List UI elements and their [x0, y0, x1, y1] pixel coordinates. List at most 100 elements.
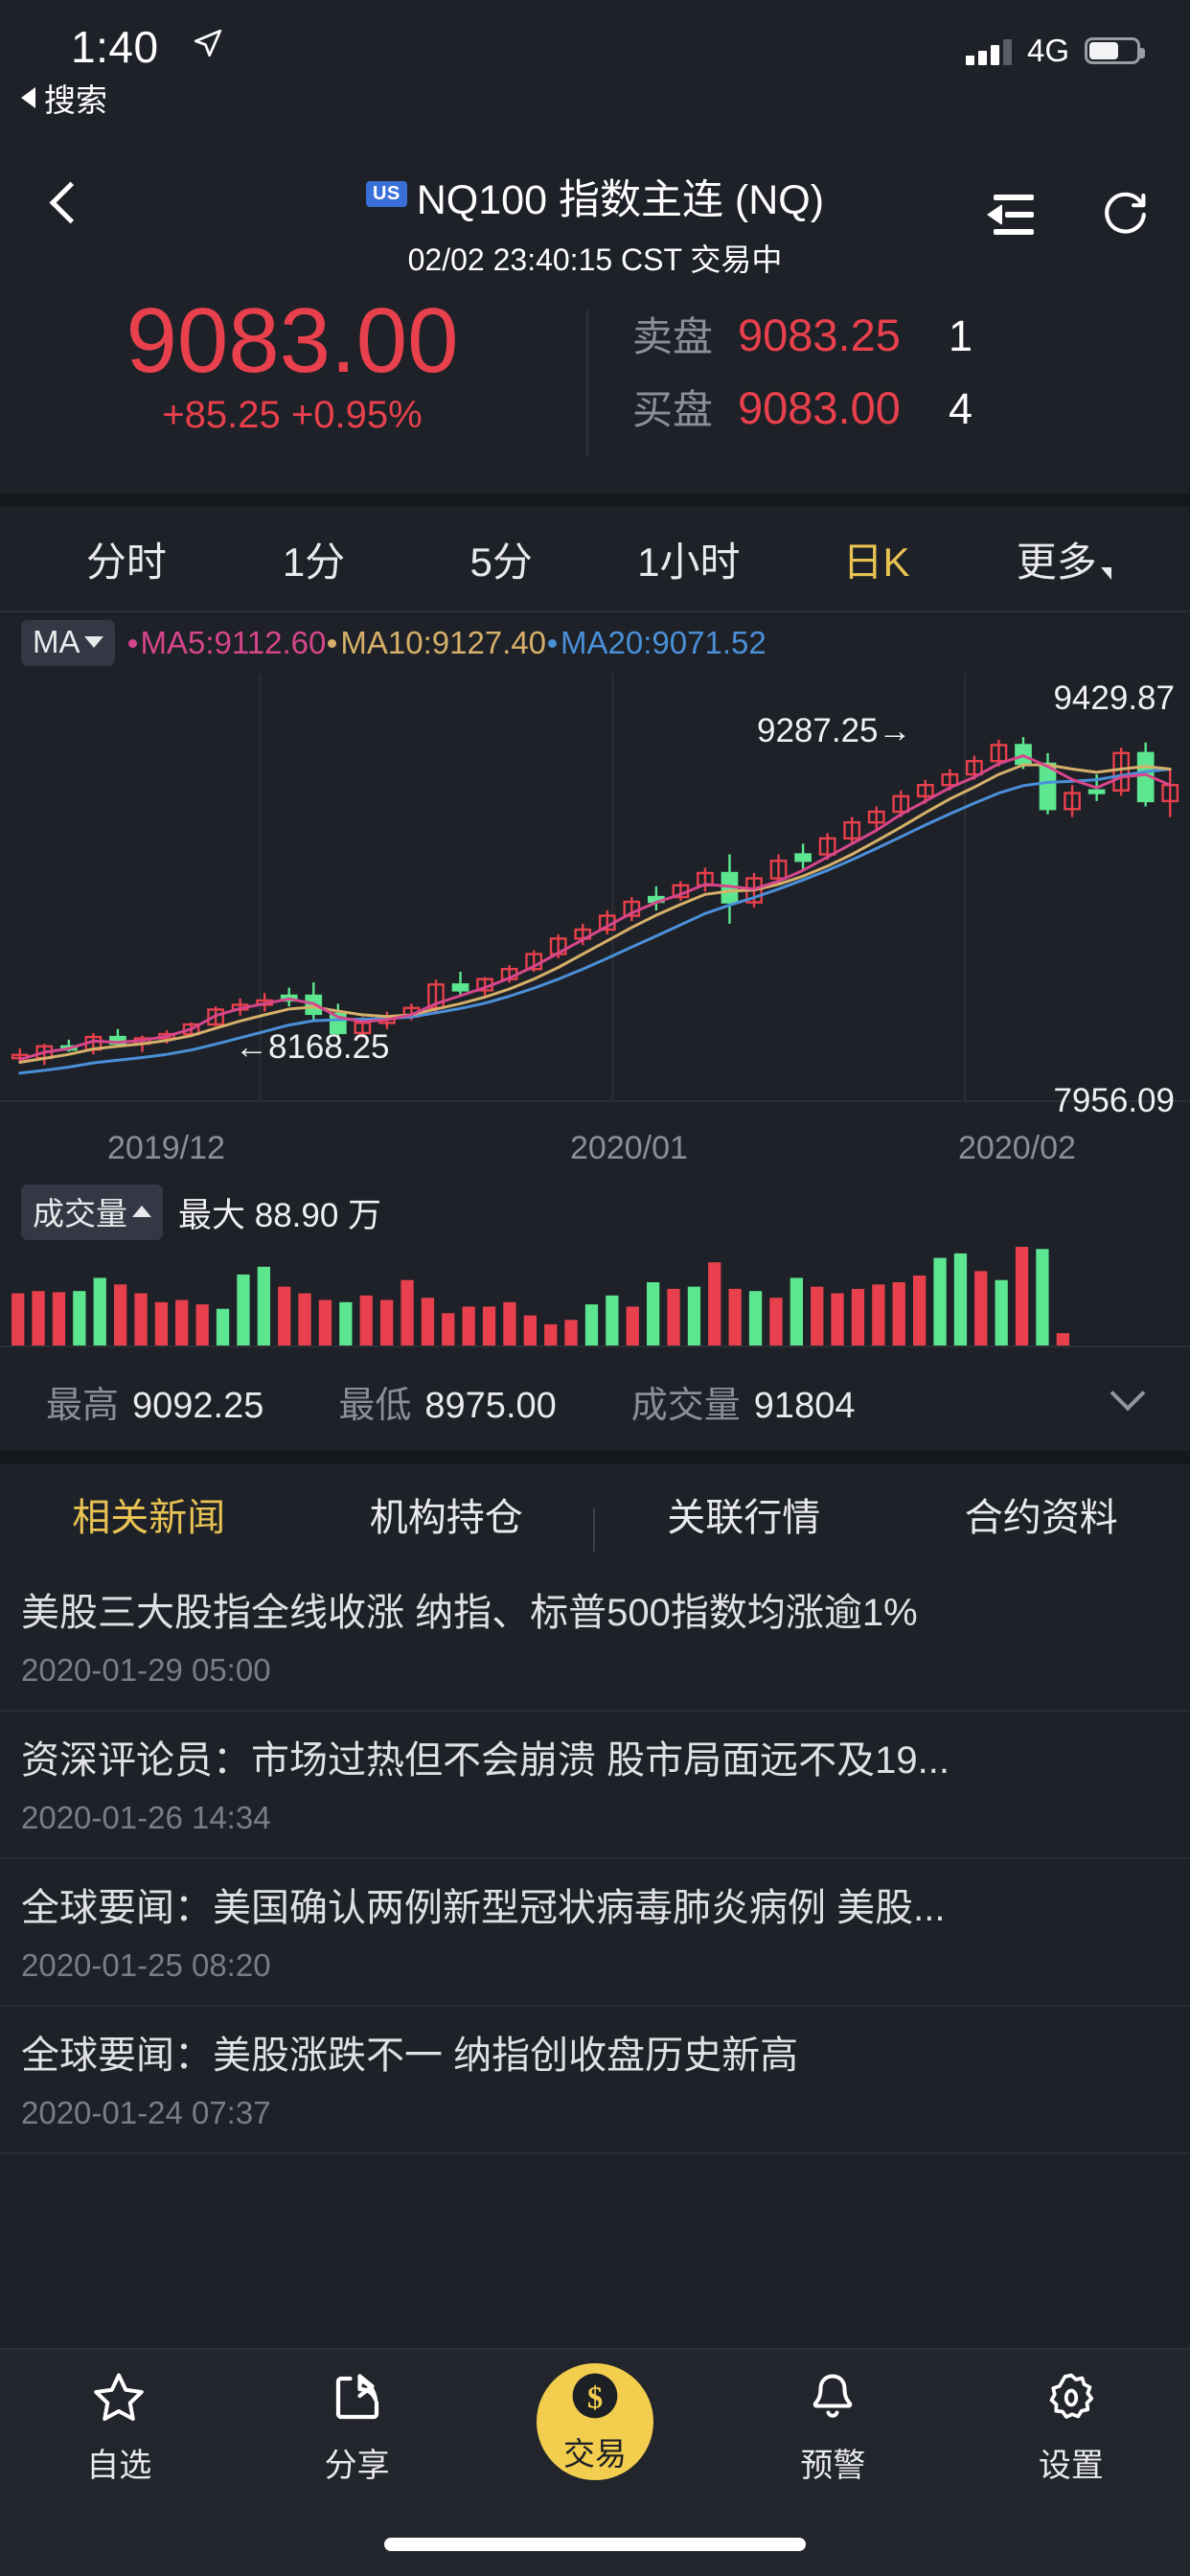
ask-price: 9083.25	[738, 310, 901, 360]
tabbar-item-交易[interactable]: $ 交易	[476, 2350, 714, 2513]
ma-button-label: MA	[33, 624, 80, 659]
price-change: +85.25 +0.95%	[162, 393, 423, 436]
news-tab-3[interactable]: 合约资料	[893, 1486, 1190, 1542]
news-item[interactable]: 全球要闻：美股涨跌不一 纳指创收盘历史新高 2020-01-24 07:37	[0, 2007, 1190, 2154]
news-tab-label: 合约资料	[964, 1497, 1118, 1539]
bottom-tab-bar: 自选 分享 $ 交易 预警 设置	[0, 2348, 1190, 2576]
tabbar-label: 交易	[563, 2436, 628, 2472]
news-date: 2020-01-26 14:34	[21, 1800, 271, 1835]
news-title: 全球要闻：美国确认两例新型冠状病毒肺炎病例 美股...	[21, 1887, 946, 1929]
timeframe-tab-label: 1小时	[637, 539, 741, 585]
ma-legend-bar: MA MA5:9112.60 MA10:9127.40 MA20:9071.52	[0, 612, 1190, 674]
status-time: 1:40	[71, 22, 159, 72]
timeframe-tab-0[interactable]: 分时	[33, 530, 220, 588]
chevron-down-icon	[83, 636, 103, 648]
tabbar-label: 分享	[324, 2448, 390, 2484]
trade-button[interactable]: $ 交易	[537, 2363, 654, 2480]
news-date: 2020-01-25 08:20	[21, 1947, 271, 1983]
bid-row: 买盘 9083.00 4	[632, 378, 973, 450]
timeframe-tab-4[interactable]: 日K	[783, 530, 971, 588]
tabbar-label: 自选	[86, 2448, 152, 2484]
ma-legend-label: MA20:9071.52	[561, 625, 767, 660]
ask-label: 卖盘	[632, 314, 714, 359]
tabbar-label: 预警	[800, 2448, 866, 2484]
volume-chart[interactable]	[0, 1241, 1190, 1351]
bid-label: 买盘	[632, 387, 714, 432]
stat-3: 成交量 91804	[631, 1375, 856, 1428]
nav-title-block: US NQ100 指数主连 (NQ) 02/02 23:40:15 CST 交易…	[0, 167, 1190, 280]
news-title: 资深评论员：市场过热但不会崩溃 股市局面远不及19...	[21, 1739, 950, 1782]
timeframe-tab-3[interactable]: 1小时	[595, 530, 783, 588]
chevron-up-icon	[132, 1206, 151, 1217]
market-status-line: 02/02 23:40:15 CST 交易中	[407, 242, 783, 277]
ma-legend-item-1: MA10:9127.40	[328, 625, 546, 661]
x-axis-tick-2: 2020/02	[958, 1130, 1076, 1166]
bid-qty: 4	[949, 384, 973, 433]
volume-header: 成交量 最大 88.90 万	[0, 1184, 1190, 1241]
refresh-icon[interactable]	[1098, 188, 1152, 242]
chart-high-label: 9429.87	[1053, 679, 1175, 717]
ma-color-dot-icon	[548, 638, 558, 648]
volume-indicator-button[interactable]: 成交量	[21, 1184, 163, 1240]
tab-underline	[0, 610, 1190, 612]
home-indicator	[384, 2538, 806, 2551]
tabbar-item-分享[interactable]: 分享	[238, 2350, 475, 2513]
stat-label: 最高	[46, 1385, 120, 1426]
ma-indicator-button[interactable]: MA	[21, 620, 115, 666]
section-separator	[0, 494, 1190, 507]
news-item[interactable]: 资深评论员：市场过热但不会崩溃 股市局面远不及19... 2020-01-26 1…	[0, 1712, 1190, 1859]
back-triangle-icon	[21, 87, 35, 108]
news-item[interactable]: 全球要闻：美国确认两例新型冠状病毒肺炎病例 美股... 2020-01-25 08…	[0, 1859, 1190, 2007]
x-axis-tick-0: 2019/12	[107, 1130, 225, 1166]
section-separator-2	[0, 1451, 1190, 1464]
list-settings-icon[interactable]	[987, 192, 1041, 238]
timeframe-tab-label: 5分	[469, 539, 533, 585]
tabbar-item-设置[interactable]: 设置	[952, 2350, 1190, 2513]
share-icon	[329, 2369, 386, 2431]
stat-label: 最低	[338, 1385, 412, 1426]
news-title: 全球要闻：美股涨跌不一 纳指创收盘历史新高	[21, 2035, 799, 2077]
news-tab-0[interactable]: 相关新闻	[0, 1486, 298, 1542]
return-to-search-button[interactable]: 搜索	[21, 75, 107, 121]
timeframe-tab-1[interactable]: 1分	[220, 530, 408, 588]
timeframe-tab-2[interactable]: 5分	[407, 530, 595, 588]
status-bar: 1:40 4G 搜索	[0, 0, 1190, 144]
stat-value: 91804	[753, 1385, 856, 1426]
news-tab-label: 关联行情	[667, 1497, 821, 1539]
tab-items: 自选 分享 $ 交易 预警 设置	[0, 2350, 1190, 2513]
expand-chevron-down-icon[interactable]	[1110, 1375, 1146, 1412]
chart-x-axis: 2019/12 2020/01 2020/02	[0, 1124, 1190, 1184]
battery-icon	[1085, 37, 1145, 64]
bell-icon	[804, 2369, 861, 2431]
news-tab-1[interactable]: 机构持仓	[298, 1486, 595, 1552]
volume-button-label: 成交量	[33, 1196, 127, 1231]
nav-header: US NQ100 指数主连 (NQ) 02/02 23:40:15 CST 交易…	[0, 144, 1190, 288]
news-item[interactable]: 美股三大股指全线收涨 纳指、标普500指数均涨逾1% 2020-01-29 05:…	[0, 1564, 1190, 1712]
last-price: 9083.00	[126, 289, 459, 392]
quote-panel: 9083.00 +85.25 +0.95% 卖盘 9083.25 1 买盘 90…	[0, 288, 1190, 494]
status-indicators: 4G	[965, 33, 1145, 69]
instrument-name: NQ100 指数主连 (NQ)	[416, 177, 825, 223]
news-tab-2[interactable]: 关联行情	[595, 1486, 893, 1542]
chart-low-label: 7956.09	[1053, 1082, 1175, 1119]
stat-value: 8975.00	[424, 1385, 557, 1426]
chart-trough-annotation: ←8168.25	[235, 1028, 390, 1066]
tabbar-item-预警[interactable]: 预警	[714, 2350, 951, 2513]
tabbar-label: 设置	[1038, 2448, 1104, 2484]
timeframe-tab-label: 分时	[85, 539, 167, 585]
news-date: 2020-01-24 07:37	[21, 2095, 271, 2130]
nav-actions	[987, 188, 1152, 242]
order-book: 卖盘 9083.25 1 买盘 9083.00 4	[632, 305, 973, 450]
stat-label: 成交量	[630, 1385, 741, 1426]
ohlc-stats-row: 最高 9092.25 最低 8975.00 成交量 91804	[0, 1351, 1190, 1451]
x-axis-tick-1: 2020/01	[570, 1130, 688, 1166]
tabbar-item-自选[interactable]: 自选	[0, 2350, 238, 2513]
timeframe-tab-label: 日K	[842, 539, 910, 585]
ma-color-dot-icon	[328, 638, 337, 648]
candlestick-chart[interactable]: 9429.87 7956.09 9287.25→ ←8168.25	[0, 674, 1190, 1124]
ma-legend-item-0: MA5:9112.60	[127, 625, 326, 661]
volume-max-label: 最大 88.90 万	[178, 1196, 382, 1234]
timeframe-tab-5[interactable]: 更多	[970, 530, 1157, 588]
tab-divider	[593, 1507, 595, 1552]
